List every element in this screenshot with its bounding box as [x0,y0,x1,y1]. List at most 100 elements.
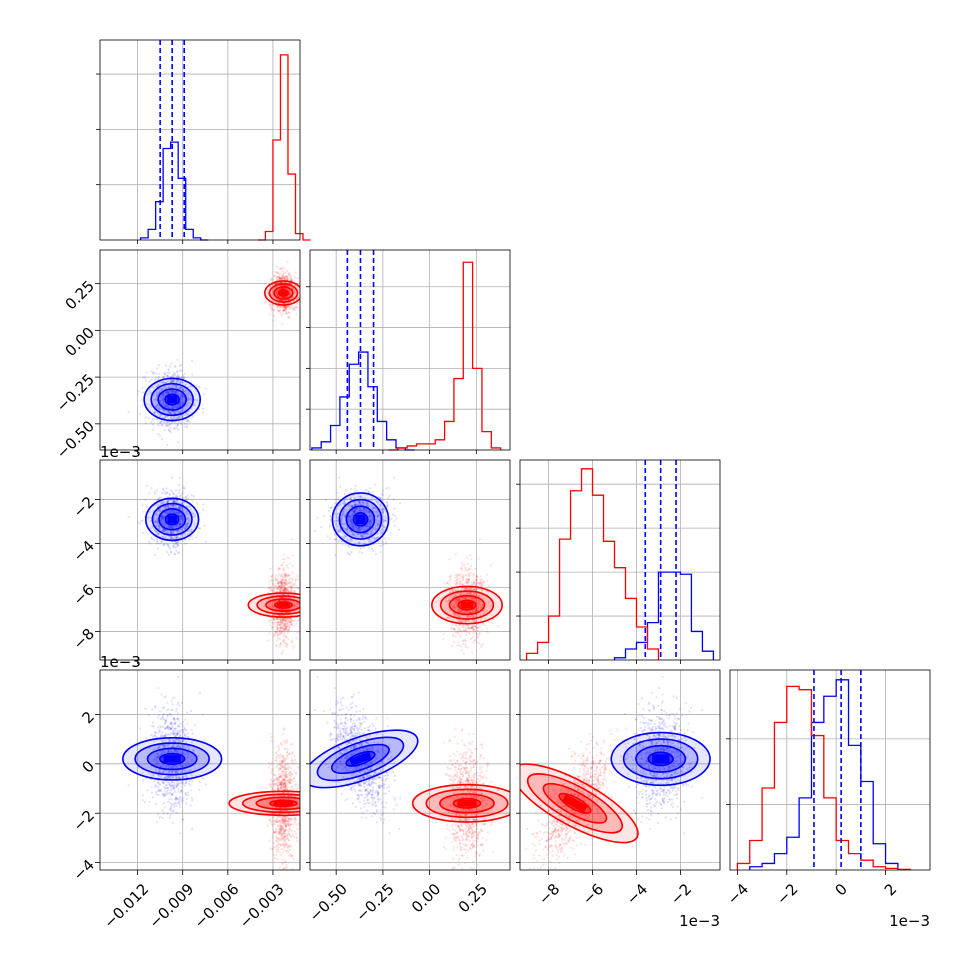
density-peak [168,516,177,523]
scatter-point [388,495,390,497]
scatter-point [144,499,146,501]
scatter-point [162,544,164,546]
scatter-point [152,423,154,425]
scatter-point [202,509,204,511]
scatter-point [275,585,277,587]
scatter-point [454,636,456,638]
scatter-point [274,631,276,633]
panel-background [100,40,300,240]
scatter-point [283,569,285,571]
scatter-point [284,574,286,576]
scatter-point [287,316,289,318]
scatter-point [168,546,170,548]
scatter-point [286,277,288,279]
scatter-point [290,641,292,643]
scatter-point [292,572,294,574]
scatter-point [166,551,168,553]
scatter-point [138,390,140,392]
scatter-point [334,534,336,536]
scatter-point [277,584,279,586]
scatter-point [182,497,184,499]
scatter-point [142,511,144,513]
scatter-point [354,487,356,489]
scatter-point [273,315,275,317]
density-peak [356,515,366,524]
scatter-point [192,416,194,418]
scatter-point [297,578,299,580]
scatter-point [271,579,273,581]
scatter-point [142,519,144,521]
scatter-point [465,645,467,647]
scatter-point [350,551,352,553]
scatter-point [464,644,466,646]
scatter-point [296,575,298,577]
scatter-point [168,493,170,495]
scatter-point [390,518,392,520]
scatter-point [283,562,285,564]
scatter-point [329,507,331,509]
scatter-point [294,625,296,627]
scatter-point [277,634,279,636]
scatter-point [283,631,285,633]
scatter-point [184,373,186,375]
panel-scatter-2-0 [100,460,319,675]
scatter-point [185,497,187,499]
scatter-point [285,313,287,315]
scatter-point [386,504,388,506]
scatter-point [296,632,298,634]
scatter-point [191,373,193,375]
scatter-point [280,312,282,314]
scatter-point [292,647,294,649]
scatter-point [281,575,283,577]
scatter-point [169,423,171,425]
scatter-point [286,270,288,272]
scatter-point [338,498,340,500]
scatter-point [288,579,290,581]
scatter-point [198,386,200,388]
scatter-point [364,489,366,491]
scatter-point [167,368,169,370]
scatter-point [461,649,463,651]
scatter-point [393,498,395,500]
scatter-point [288,557,290,559]
panel-hist-0 [96,40,311,240]
scatter-point [202,408,204,410]
scatter-point [176,546,178,548]
scatter-point [296,303,298,305]
scatter-point [171,477,173,479]
scatter-point [205,388,207,390]
scatter-point [372,491,374,493]
scatter-point [475,632,477,634]
scatter-point [164,429,166,431]
scatter-point [269,313,271,315]
density-peak [280,291,287,295]
scatter-point [180,364,182,366]
scatter-point [154,554,156,556]
scatter-point [282,649,284,651]
scatter-point [178,492,180,494]
scatter-point [337,541,339,543]
scatter-point [277,587,279,589]
scatter-point [178,484,180,486]
scatter-point [185,539,187,541]
scatter-point [166,424,168,426]
scatter-point [278,573,280,575]
scatter-point [274,625,276,627]
scatter-point [186,424,188,426]
scatter-point [290,277,292,279]
scatter-point [188,538,190,540]
scatter-point [191,494,193,496]
scatter-point [386,502,388,504]
scatter-point [146,505,148,507]
scatter-point [294,271,296,273]
scatter-point [283,553,285,555]
scatter-point [150,379,152,381]
density-blue [146,498,199,540]
scatter-point [329,515,331,517]
scatter-point [273,622,275,624]
scatter-point [272,583,274,585]
scatter-point [270,618,272,620]
scatter-point [459,577,461,579]
scatter-point [481,629,483,631]
